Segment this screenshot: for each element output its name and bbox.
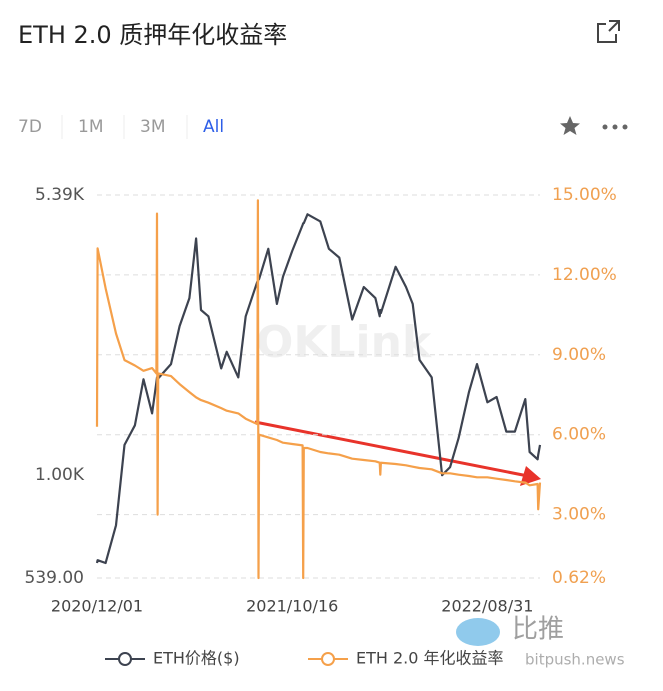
x-tick-label: 2020/12/01 [51, 597, 143, 616]
series-line [95, 213, 542, 565]
y2-tick-label: 9.00% [552, 345, 606, 365]
trend-arrow [254, 420, 529, 478]
y-tick-label: 539.00 [25, 568, 84, 588]
share-icon[interactable] [597, 20, 620, 43]
watermark-logo [456, 618, 500, 646]
range-tab[interactable]: 7D [18, 117, 42, 137]
chart-title: ETH 2.0 质押年化收益率 [18, 21, 287, 49]
more-icon[interactable] [602, 124, 628, 130]
range-tab[interactable]: 3M [140, 117, 165, 137]
y2-tick-label: 12.00% [552, 265, 617, 285]
watermark: OKLink [256, 317, 433, 368]
legend-label[interactable]: ETH 2.0 年化收益率 [356, 649, 504, 668]
trend-arrow-head [520, 466, 541, 486]
range-tab[interactable]: All [203, 117, 224, 137]
legend-marker [118, 652, 132, 666]
series-line [95, 199, 542, 580]
y2-tick-label: 0.62% [552, 568, 606, 588]
x-tick-label: 2021/10/16 [246, 597, 338, 616]
x-tick-label: 2022/08/31 [441, 597, 533, 616]
legend-marker [321, 652, 335, 666]
watermark: bitpush.news [525, 651, 625, 669]
y-tick-label: 1.00K [35, 465, 85, 485]
y2-tick-label: 3.00% [552, 505, 606, 525]
range-tab[interactable]: 1M [78, 117, 103, 137]
watermark: 比推 [512, 615, 564, 645]
y2-tick-label: 15.00% [552, 185, 617, 205]
favorite-icon[interactable] [560, 116, 580, 135]
y-tick-label: 5.39K [35, 185, 85, 205]
y2-tick-label: 6.00% [552, 425, 606, 445]
legend-label[interactable]: ETH价格($) [153, 649, 240, 668]
